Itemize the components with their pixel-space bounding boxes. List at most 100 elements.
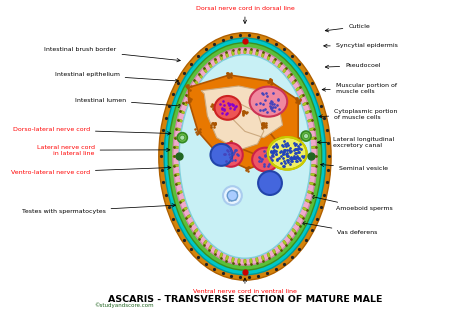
Ellipse shape	[200, 228, 203, 232]
Ellipse shape	[209, 245, 212, 250]
Ellipse shape	[311, 155, 317, 158]
Ellipse shape	[283, 75, 286, 80]
Ellipse shape	[307, 191, 313, 194]
Text: ASCARIS - TRANSVERSE SECTION OF MATURE MALE: ASCARIS - TRANSVERSE SECTION OF MATURE M…	[108, 295, 382, 304]
Ellipse shape	[183, 193, 188, 196]
Text: Muscular portion of
muscle cells: Muscular portion of muscle cells	[322, 83, 397, 94]
Ellipse shape	[244, 258, 246, 264]
Ellipse shape	[283, 240, 287, 245]
Text: Intestinal brush border: Intestinal brush border	[45, 47, 180, 62]
Ellipse shape	[305, 134, 310, 136]
Ellipse shape	[214, 66, 217, 70]
Ellipse shape	[250, 49, 252, 55]
Ellipse shape	[192, 215, 196, 219]
Ellipse shape	[306, 142, 311, 144]
Ellipse shape	[175, 182, 181, 185]
Ellipse shape	[297, 208, 301, 212]
Ellipse shape	[226, 255, 228, 261]
Ellipse shape	[186, 215, 191, 219]
Ellipse shape	[290, 222, 294, 226]
Ellipse shape	[295, 87, 301, 91]
Ellipse shape	[177, 191, 183, 194]
Text: ©studyandscore.com: ©studyandscore.com	[94, 303, 154, 308]
Ellipse shape	[209, 63, 212, 68]
Ellipse shape	[244, 48, 246, 55]
Ellipse shape	[302, 117, 307, 120]
Ellipse shape	[258, 57, 260, 62]
Ellipse shape	[220, 55, 223, 61]
Ellipse shape	[175, 128, 181, 131]
Ellipse shape	[198, 74, 203, 79]
Ellipse shape	[200, 81, 203, 85]
Ellipse shape	[178, 151, 183, 153]
Ellipse shape	[189, 208, 193, 212]
Ellipse shape	[186, 201, 190, 204]
Ellipse shape	[178, 160, 183, 162]
Ellipse shape	[268, 62, 271, 67]
Ellipse shape	[252, 55, 255, 60]
Ellipse shape	[186, 94, 191, 98]
Ellipse shape	[164, 38, 326, 275]
Ellipse shape	[173, 48, 317, 265]
Ellipse shape	[263, 249, 265, 254]
Text: Cuticle: Cuticle	[325, 24, 370, 32]
Ellipse shape	[241, 253, 243, 258]
Text: Amoeboid sperms: Amoeboid sperms	[311, 196, 392, 211]
Ellipse shape	[204, 233, 208, 238]
Ellipse shape	[173, 146, 179, 149]
Ellipse shape	[273, 242, 276, 247]
Ellipse shape	[273, 249, 276, 254]
Ellipse shape	[278, 70, 281, 75]
Ellipse shape	[214, 58, 218, 64]
Ellipse shape	[227, 191, 237, 201]
Ellipse shape	[302, 207, 308, 211]
Ellipse shape	[190, 222, 194, 226]
Ellipse shape	[219, 143, 243, 167]
Ellipse shape	[204, 75, 208, 80]
Ellipse shape	[232, 257, 234, 263]
Ellipse shape	[300, 201, 304, 204]
Ellipse shape	[226, 52, 228, 58]
Text: Ventro-lateral nerve cord: Ventro-lateral nerve cord	[11, 166, 171, 175]
Ellipse shape	[209, 238, 212, 243]
Ellipse shape	[179, 142, 184, 144]
Ellipse shape	[237, 49, 240, 55]
Ellipse shape	[273, 66, 276, 70]
Ellipse shape	[168, 43, 322, 270]
Ellipse shape	[299, 215, 304, 219]
Ellipse shape	[180, 135, 185, 140]
Ellipse shape	[214, 249, 218, 254]
Ellipse shape	[305, 177, 310, 179]
Ellipse shape	[301, 131, 311, 141]
Ellipse shape	[219, 62, 222, 67]
Ellipse shape	[295, 222, 301, 226]
Ellipse shape	[181, 125, 186, 128]
Ellipse shape	[252, 253, 255, 258]
Ellipse shape	[177, 133, 187, 143]
Ellipse shape	[310, 164, 317, 167]
Ellipse shape	[258, 251, 260, 256]
Ellipse shape	[292, 80, 296, 85]
Ellipse shape	[261, 52, 264, 58]
Ellipse shape	[304, 185, 309, 188]
Ellipse shape	[173, 155, 179, 158]
Ellipse shape	[241, 54, 243, 59]
Ellipse shape	[173, 164, 179, 167]
Ellipse shape	[309, 182, 315, 185]
Ellipse shape	[258, 171, 282, 195]
Text: Syncytial epidermis: Syncytial epidermis	[324, 43, 398, 48]
Ellipse shape	[180, 199, 185, 203]
Ellipse shape	[194, 80, 199, 85]
Ellipse shape	[286, 228, 290, 232]
Ellipse shape	[287, 234, 292, 239]
Ellipse shape	[267, 252, 270, 258]
Ellipse shape	[252, 148, 278, 172]
Ellipse shape	[182, 102, 188, 106]
Ellipse shape	[278, 245, 282, 250]
Text: Lateral nerve cord
in lateral line: Lateral nerve cord in lateral line	[36, 145, 170, 155]
Ellipse shape	[250, 87, 287, 117]
Ellipse shape	[183, 117, 188, 120]
Ellipse shape	[294, 215, 298, 219]
Ellipse shape	[237, 258, 240, 264]
Ellipse shape	[305, 110, 310, 114]
